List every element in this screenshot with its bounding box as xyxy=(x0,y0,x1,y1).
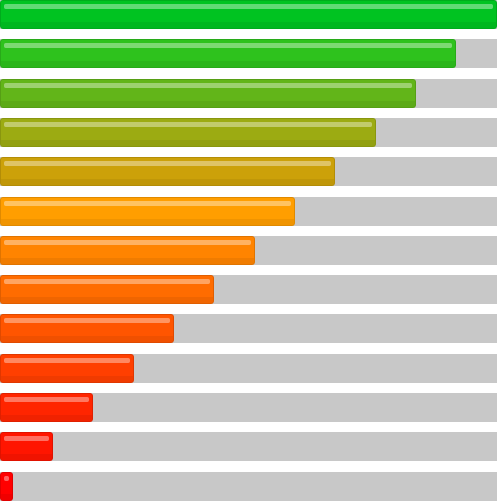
progress-bar-shade xyxy=(1,61,455,67)
progress-bar-highlight xyxy=(4,122,372,127)
progress-bar-track xyxy=(0,157,497,186)
progress-bar-highlight xyxy=(4,476,9,481)
progress-bar-highlight xyxy=(4,201,291,206)
progress-bar-fill xyxy=(0,472,13,501)
progress-bar-fill xyxy=(0,39,456,68)
progress-bar-shade xyxy=(1,376,133,382)
progress-bar-track xyxy=(0,393,497,422)
progress-bar-highlight xyxy=(4,436,49,441)
progress-bar-highlight xyxy=(4,83,412,88)
progress-bar-fill xyxy=(0,79,416,108)
progress-bar-track xyxy=(0,275,497,304)
progress-bar-highlight xyxy=(4,358,130,363)
progress-bar-track xyxy=(0,79,497,108)
progress-bar-fill xyxy=(0,197,295,226)
progress-bar-highlight xyxy=(4,4,493,9)
progress-bar-highlight xyxy=(4,397,89,402)
progress-bar-track xyxy=(0,0,497,29)
progress-bar-shade xyxy=(1,297,213,303)
progress-bar-shade xyxy=(1,454,52,460)
progress-bar-track xyxy=(0,236,497,265)
progress-bar-track xyxy=(0,432,497,461)
progress-bar-shade xyxy=(1,219,294,225)
progress-bar-track xyxy=(0,314,497,343)
progress-bar-highlight xyxy=(4,318,170,323)
progress-bar-fill xyxy=(0,118,376,147)
progress-bar-fill xyxy=(0,157,335,186)
progress-bar-highlight xyxy=(4,43,452,48)
progress-bar-track xyxy=(0,197,497,226)
progress-bar-shade xyxy=(1,336,173,342)
progress-bar-track xyxy=(0,354,497,383)
progress-bar-track xyxy=(0,39,497,68)
progress-bar-fill xyxy=(0,393,93,422)
progress-bar-shade xyxy=(1,494,12,500)
progress-bar-highlight xyxy=(4,279,210,284)
progress-bar-shade xyxy=(1,101,415,107)
progress-bar-shade xyxy=(1,22,496,28)
progress-bar-fill xyxy=(0,236,255,265)
progress-bar-track xyxy=(0,118,497,147)
progress-bar-fill xyxy=(0,0,497,29)
progress-bar-shade xyxy=(1,140,375,146)
progress-bar-shade xyxy=(1,179,334,185)
progress-bar-track xyxy=(0,472,497,501)
progress-bar-highlight xyxy=(4,161,331,166)
progress-bar-shade xyxy=(1,415,92,421)
progress-bar-highlight xyxy=(4,240,251,245)
progress-bar-shade xyxy=(1,258,254,264)
progress-bar-fill xyxy=(0,432,53,461)
progress-bar-fill xyxy=(0,275,214,304)
progress-bar-fill xyxy=(0,314,174,343)
progress-bar-fill xyxy=(0,354,134,383)
